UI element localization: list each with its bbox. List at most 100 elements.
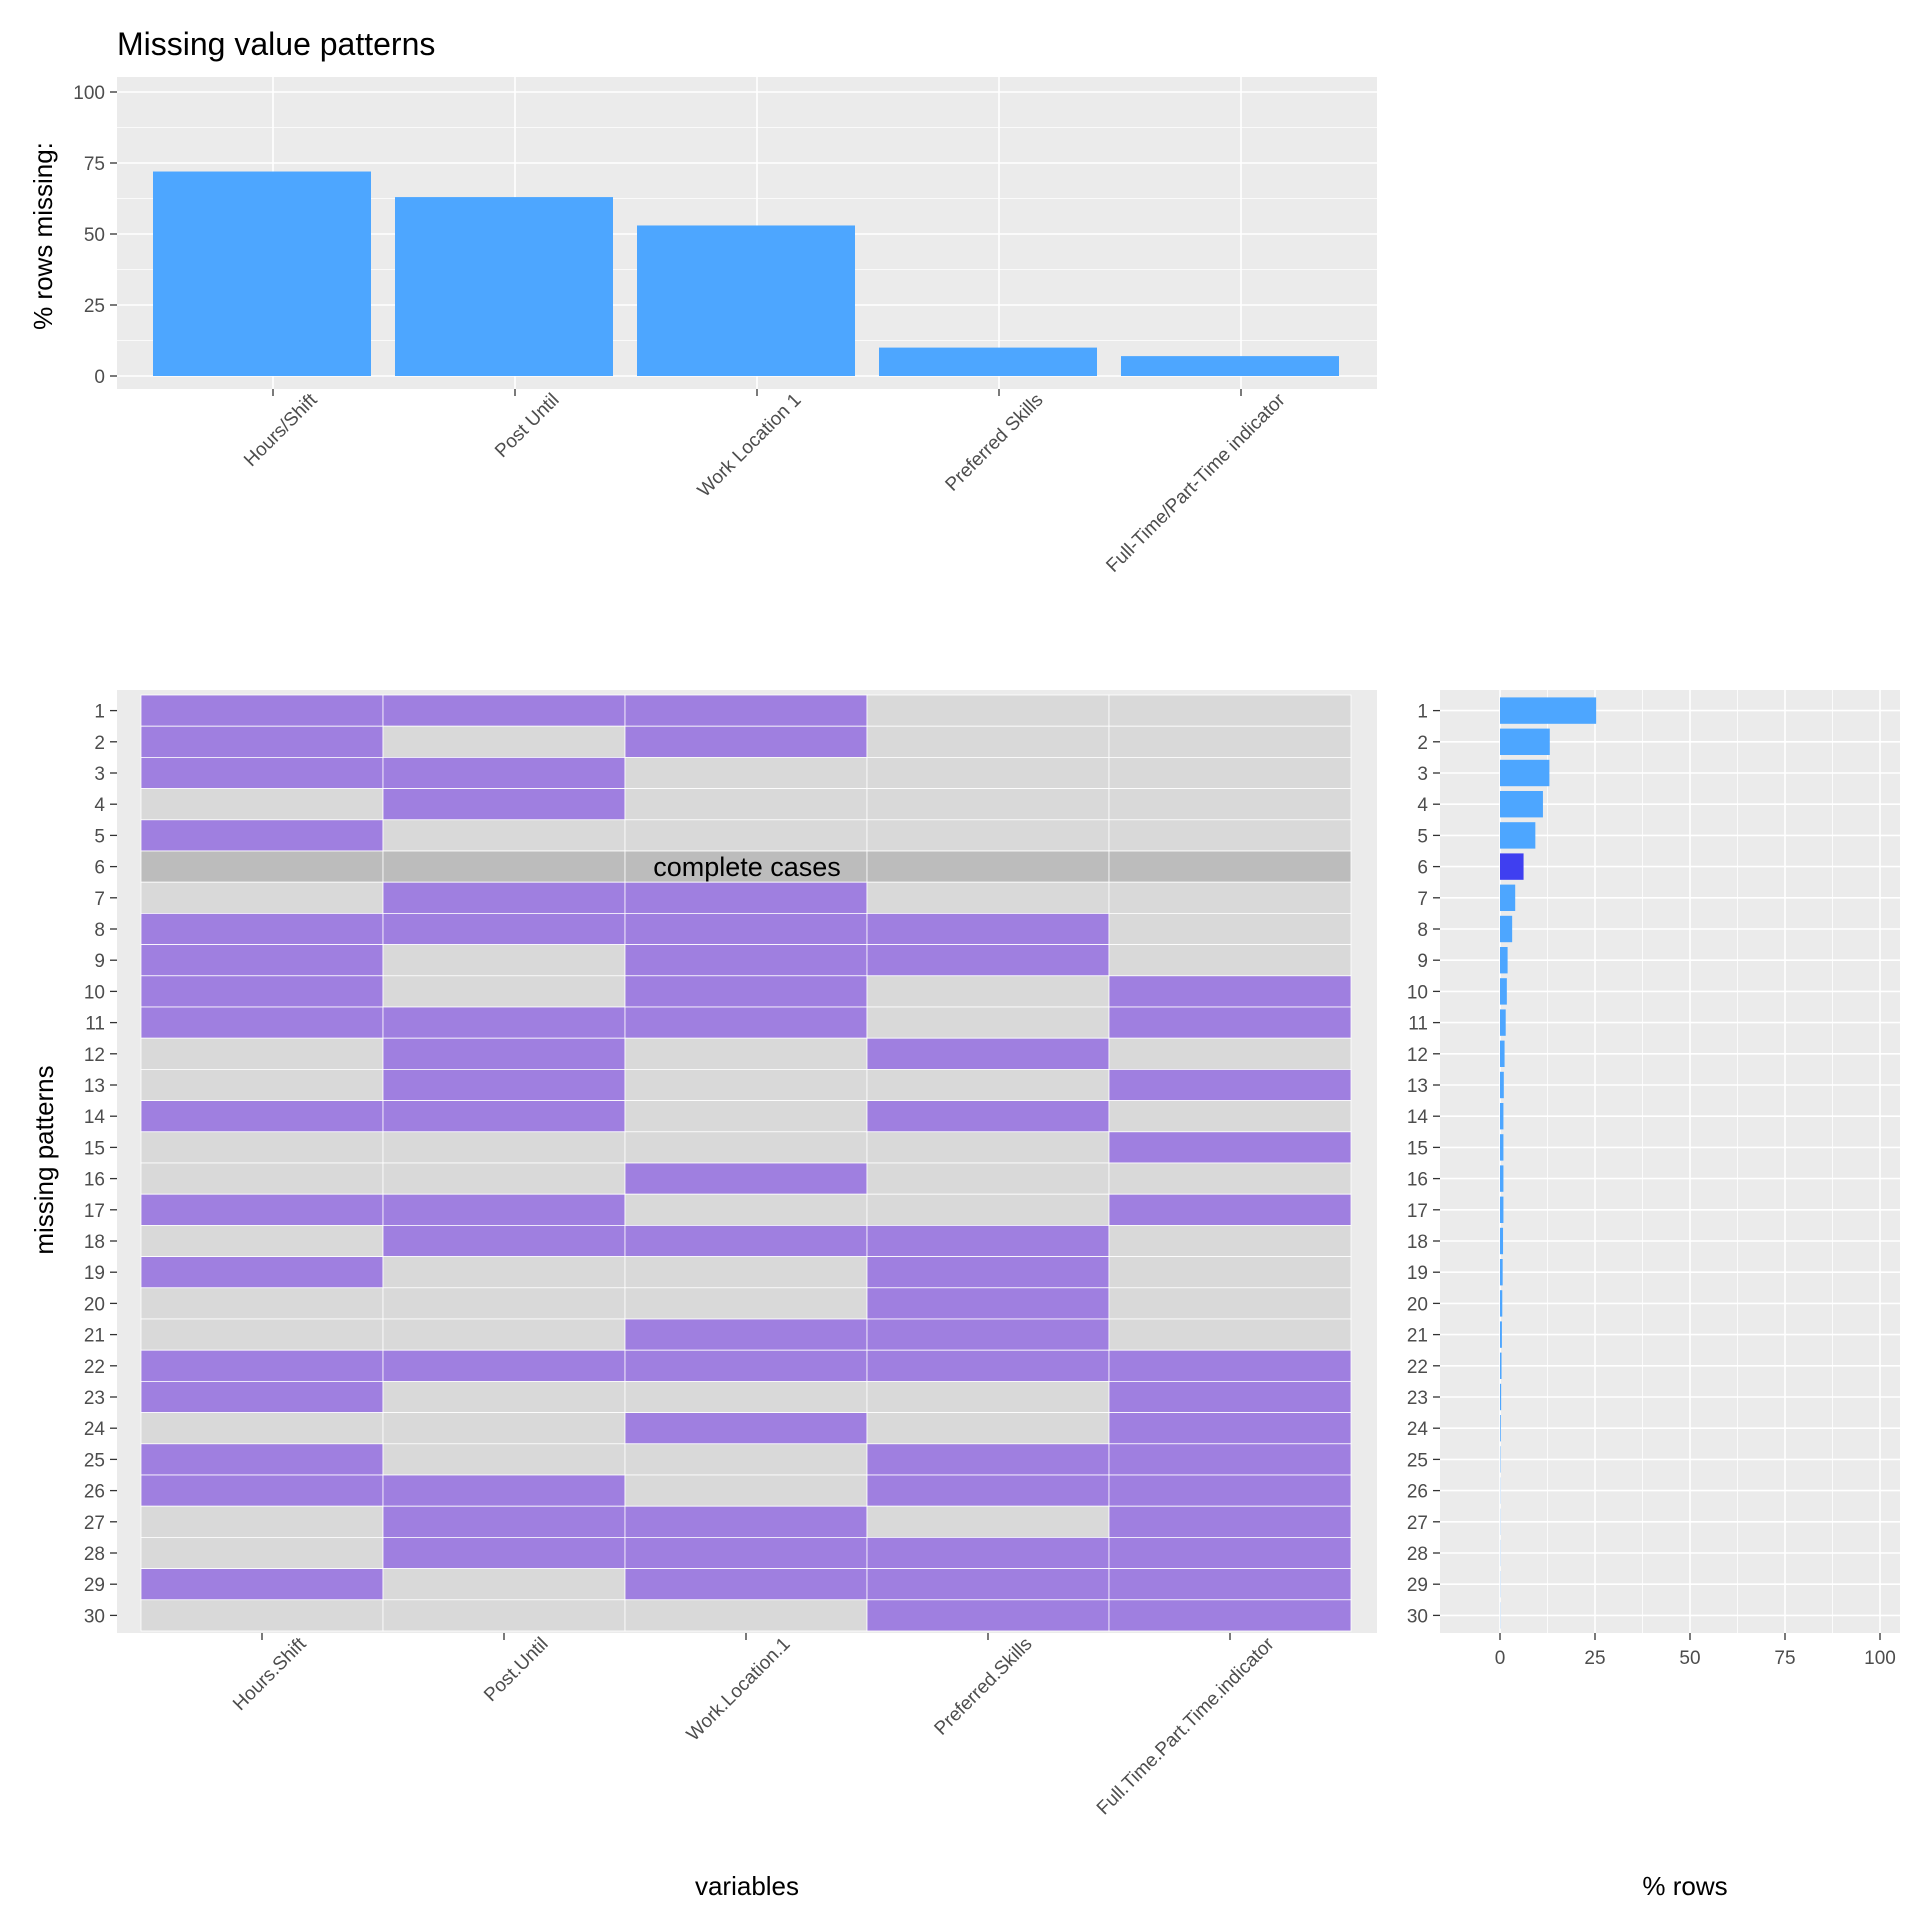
top-x-axis-labels: Hours/Shift Post Until Work Location 1 Pref…	[240, 389, 1290, 577]
rows-y-label: 30	[1407, 1606, 1428, 1627]
pattern-y-label: 27	[84, 1513, 105, 1534]
rows-y-label: 23	[1407, 1388, 1428, 1409]
pattern-cell-r20-hours-shift	[140, 1287, 384, 1320]
top-y-tick-label: 50	[84, 225, 105, 246]
pattern-cell-r4-hours-shift	[140, 788, 384, 821]
row-bar-5	[1500, 822, 1536, 849]
rows-y-label: 24	[1407, 1419, 1429, 1440]
pattern-y-label: 24	[84, 1419, 106, 1440]
rows-x-axis-title: % rows	[1642, 1871, 1727, 1901]
pattern-cell-r10-post-until	[382, 975, 626, 1008]
row-bar-15	[1500, 1134, 1504, 1161]
rows-y-label: 6	[1417, 858, 1428, 879]
row-bar-3	[1500, 759, 1550, 787]
pattern-cell-r6-hours-shift	[140, 850, 384, 883]
rows-y-label: 15	[1407, 1138, 1428, 1159]
pattern-y-label: 16	[84, 1170, 105, 1191]
pattern-cell-r11-post-until	[382, 1006, 626, 1039]
rows-y-label: 22	[1407, 1357, 1428, 1378]
pattern-cell-r29-work-location-1	[624, 1568, 868, 1601]
pattern-cell-r28-hours-shift	[140, 1537, 384, 1570]
pattern-cell-r22-preferred-skills	[866, 1349, 1110, 1382]
pattern-cell-r7-hours-shift	[140, 881, 384, 914]
pattern-y-label: 2	[94, 733, 105, 754]
rows-y-label: 25	[1407, 1450, 1428, 1471]
pattern-cell-r2-hours-shift	[140, 725, 384, 758]
pattern-cell-r6-post-until	[382, 850, 626, 883]
pattern-cell-r26-preferred-skills	[866, 1474, 1110, 1507]
pattern-cell-r25-post-until	[382, 1443, 626, 1476]
pattern-cell-r16-preferred-skills	[866, 1162, 1110, 1195]
top-panel-bars	[153, 171, 1339, 376]
bar-work-location-1	[637, 225, 855, 376]
pattern-cell-r2-full-time-part-time-indicator	[1108, 725, 1352, 758]
rows-y-label: 28	[1407, 1544, 1428, 1565]
pattern-cell-r4-post-until	[382, 788, 626, 821]
pattern-y-label: 22	[84, 1357, 105, 1378]
pattern-y-label: 25	[84, 1450, 105, 1471]
top-y-axis-ticks: 0 25 50 75 100	[73, 83, 117, 388]
pattern-cell-r25-work-location-1	[624, 1443, 868, 1476]
pattern-cell-r15-post-until	[382, 1131, 626, 1164]
top-x-label-preferred-skills: Preferred Skills	[942, 390, 1048, 496]
pattern-y-label: 14	[84, 1107, 106, 1128]
rows-y-label: 17	[1407, 1201, 1428, 1222]
pattern-cell-r9-hours-shift	[140, 944, 384, 977]
rows-x-tick-label: 50	[1679, 1648, 1700, 1669]
pattern-cell-r3-hours-shift	[140, 757, 384, 790]
pattern-cell-r11-preferred-skills	[866, 1006, 1110, 1039]
row-bar-2	[1500, 728, 1550, 755]
rows-y-label: 16	[1407, 1170, 1428, 1191]
top-y-tick-label: 0	[94, 367, 105, 388]
pattern-cell-r22-work-location-1	[624, 1349, 868, 1382]
pattern-y-label: 3	[94, 764, 105, 785]
pattern-cell-r1-work-location-1	[624, 694, 868, 727]
pattern-cell-r28-full-time-part-time-indicator	[1108, 1537, 1352, 1570]
pattern-y-axis-ticks: 1234567891011121314151617181920212223242…	[84, 702, 117, 1627]
rows-y-label: 8	[1417, 920, 1428, 941]
pattern-cell-r1-post-until	[382, 694, 626, 727]
rows-y-label: 18	[1407, 1232, 1428, 1253]
rows-y-label: 19	[1407, 1263, 1428, 1284]
pattern-cell-r7-post-until	[382, 881, 626, 914]
pattern-cell-r12-post-until	[382, 1037, 626, 1070]
row-bar-4	[1500, 791, 1543, 818]
pattern-cell-r28-preferred-skills	[866, 1537, 1110, 1570]
pattern-cell-r29-post-until	[382, 1568, 626, 1601]
pattern-x-label-work-location-1: Work.Location.1	[683, 1634, 795, 1746]
pattern-y-label: 12	[84, 1045, 105, 1066]
pattern-cell-r20-post-until	[382, 1287, 626, 1320]
pattern-cell-r13-full-time-part-time-indicator	[1108, 1069, 1352, 1102]
pattern-cell-r8-post-until	[382, 913, 626, 946]
top-y-tick-label: 25	[84, 296, 105, 317]
pattern-cell-r8-full-time-part-time-indicator	[1108, 913, 1352, 946]
top-x-label-full-time-part-time-indicator: Full-Time/Part-Time indicator	[1102, 389, 1290, 577]
pattern-cell-r13-work-location-1	[624, 1069, 868, 1102]
rows-y-label: 27	[1407, 1513, 1428, 1534]
pattern-cell-r27-work-location-1	[624, 1505, 868, 1538]
pattern-cell-r26-work-location-1	[624, 1474, 868, 1507]
pattern-x-label-hours-shift: Hours.Shift	[229, 1633, 311, 1715]
top-y-tick-label: 75	[84, 154, 105, 175]
row-bar-23	[1500, 1383, 1502, 1411]
pattern-cell-r5-full-time-part-time-indicator	[1108, 819, 1352, 852]
pattern-cell-r14-full-time-part-time-indicator	[1108, 1100, 1352, 1133]
rows-y-label: 7	[1417, 889, 1428, 910]
pattern-cell-r21-hours-shift	[140, 1318, 384, 1351]
pattern-y-label: 29	[84, 1575, 105, 1596]
pattern-cell-r20-preferred-skills	[866, 1287, 1110, 1320]
pattern-x-label-post-until: Post.Until	[480, 1634, 552, 1706]
pattern-cell-r1-preferred-skills	[866, 694, 1110, 727]
pattern-cell-r15-preferred-skills	[866, 1131, 1110, 1164]
rows-y-label: 5	[1417, 826, 1428, 847]
row-bar-9	[1500, 947, 1508, 974]
pattern-cell-r8-hours-shift	[140, 913, 384, 946]
pattern-cell-r28-work-location-1	[624, 1537, 868, 1570]
pattern-cell-r19-work-location-1	[624, 1256, 868, 1289]
pattern-y-label: 13	[84, 1076, 105, 1097]
row-bar-12	[1500, 1040, 1505, 1067]
chart-title: Missing value patterns	[117, 26, 435, 62]
pattern-cell-r19-post-until	[382, 1256, 626, 1289]
top-x-label-work-location-1: Work Location 1	[694, 390, 806, 502]
rows-x-axis-ticks: 0 25 50 75 100	[1495, 1633, 1896, 1669]
